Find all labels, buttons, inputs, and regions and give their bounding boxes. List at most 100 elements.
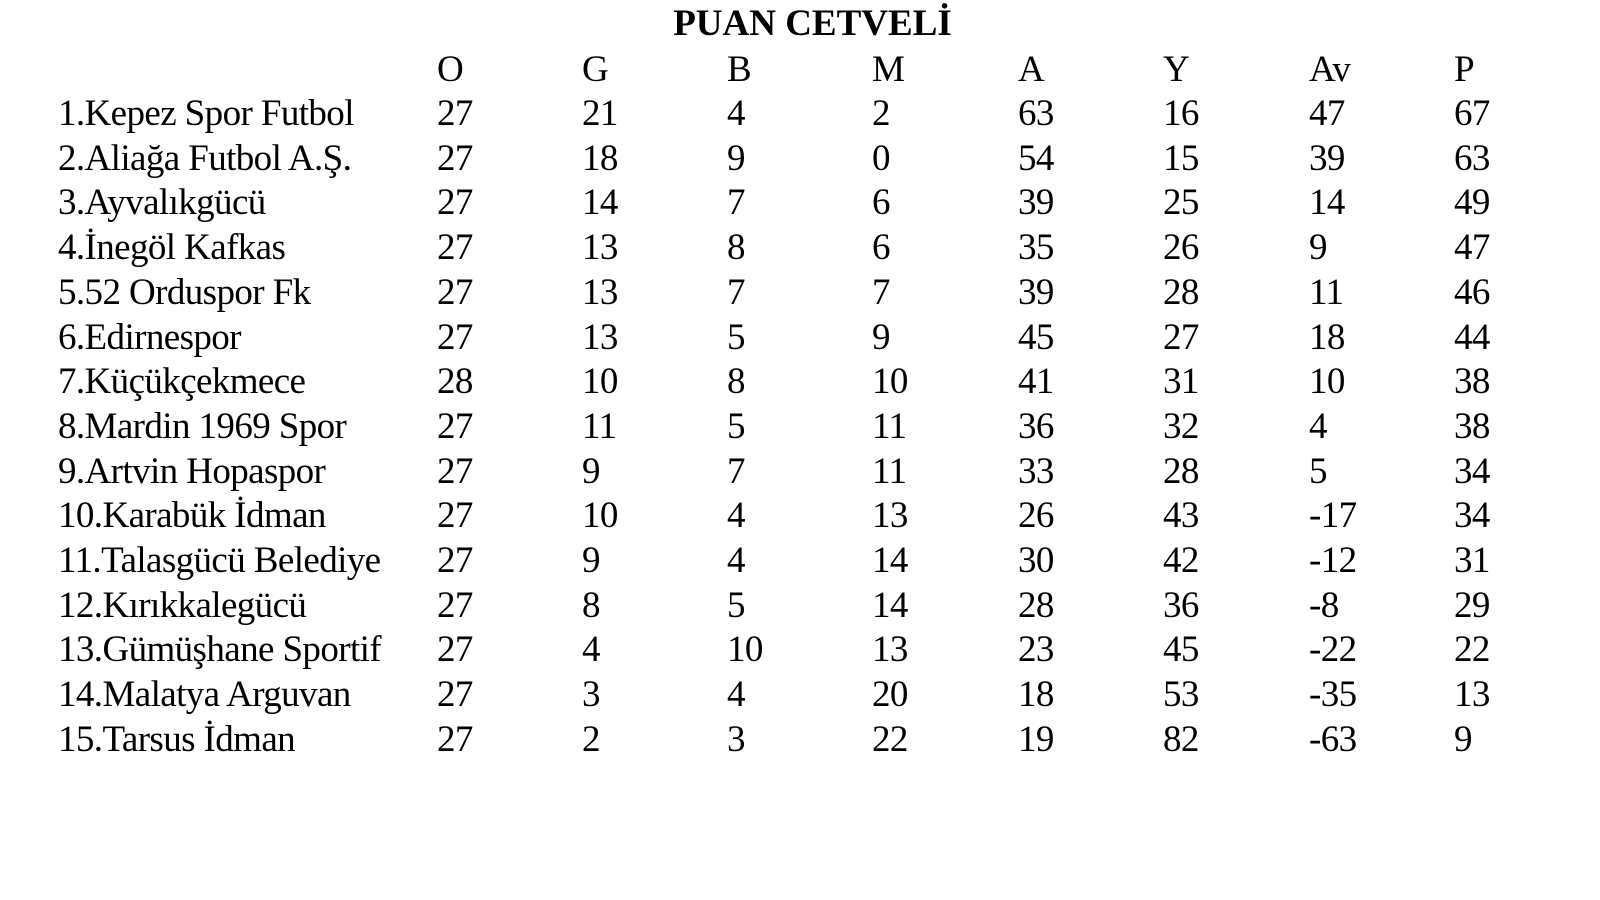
cell-m: 14: [872, 584, 908, 626]
team-name: 14.Malatya Arguvan: [58, 674, 351, 716]
column-header-y: Y: [1163, 49, 1190, 90]
cell-av: -8: [1309, 584, 1339, 626]
table-row: 5.52 Orduspor Fk 27 13 7 7 39 28 11 46: [0, 271, 1600, 315]
cell-o: 27: [437, 182, 473, 224]
cell-av: -17: [1309, 495, 1357, 537]
cell-m: 11: [872, 405, 907, 447]
cell-y: 31: [1163, 361, 1199, 403]
team-name: 5.52 Orduspor Fk: [58, 271, 311, 313]
cell-y: 36: [1163, 584, 1199, 626]
cell-m: 20: [872, 674, 908, 716]
column-header-m: M: [872, 49, 905, 90]
cell-y: 53: [1163, 674, 1199, 716]
cell-y: 28: [1163, 271, 1199, 313]
cell-p: 9: [1454, 718, 1473, 760]
team-name: 7.Küçükçekmece: [58, 361, 306, 403]
header-row: O G B M A Y Av P: [0, 48, 1600, 92]
cell-o: 27: [437, 227, 473, 269]
table-row: 6.Edirnespor 27 13 5 9 45 27 18 44: [0, 316, 1600, 360]
table-row: 11.Talasgücü Belediye 27 9 4 14 30 42 -12 31: [0, 539, 1600, 583]
cell-o: 27: [437, 271, 473, 313]
table-row: 7.Küçükçekmece 28 10 8 10 41 31 10 38: [0, 360, 1600, 404]
cell-p: 38: [1454, 405, 1490, 447]
cell-p: 49: [1454, 182, 1490, 224]
cell-y: 32: [1163, 405, 1199, 447]
team-name: 4.İnegöl Kafkas: [58, 227, 286, 269]
cell-m: 11: [872, 450, 907, 492]
column-header-b: B: [727, 49, 752, 90]
cell-b: 4: [727, 540, 746, 581]
cell-a: 39: [1018, 271, 1054, 313]
cell-b: 4: [727, 93, 746, 134]
team-name: 1.Kepez Spor Futbol: [58, 93, 354, 134]
cell-m: 9: [872, 316, 891, 358]
cell-av: 5: [1309, 450, 1328, 492]
cell-b: 4: [727, 495, 746, 537]
cell-o: 27: [437, 495, 473, 537]
cell-m: 13: [872, 629, 908, 671]
cell-av: -63: [1309, 718, 1357, 760]
cell-o: 27: [437, 450, 473, 492]
cell-av: 4: [1309, 405, 1328, 447]
cell-b: 5: [727, 584, 746, 626]
cell-g: 9: [582, 540, 601, 581]
cell-av: -35: [1309, 674, 1357, 716]
team-name: 10.Karabük İdman: [58, 495, 326, 537]
team-name: 2.Aliağa Futbol A.Ş.: [58, 137, 352, 179]
cell-a: 26: [1018, 495, 1054, 537]
cell-b: 8: [727, 227, 746, 269]
cell-m: 6: [872, 227, 891, 269]
cell-g: 10: [582, 495, 618, 537]
cell-o: 27: [437, 584, 473, 626]
cell-y: 43: [1163, 495, 1199, 537]
cell-a: 35: [1018, 227, 1054, 269]
cell-a: 18: [1018, 674, 1054, 716]
cell-av: 47: [1309, 93, 1345, 134]
cell-y: 42: [1163, 540, 1199, 581]
cell-p: 22: [1454, 629, 1490, 671]
table-row: 3.Ayvalıkgücü 27 14 7 6 39 25 14 49: [0, 181, 1600, 225]
cell-o: 27: [437, 718, 473, 760]
cell-p: 13: [1454, 674, 1490, 716]
cell-a: 30: [1018, 540, 1054, 581]
cell-p: 46: [1454, 271, 1490, 313]
cell-a: 45: [1018, 316, 1054, 358]
column-header-g: G: [582, 49, 609, 90]
cell-y: 82: [1163, 718, 1199, 760]
table-row: 1.Kepez Spor Futbol 27 21 4 2 63 16 47 67: [0, 92, 1600, 136]
cell-p: 34: [1454, 495, 1490, 537]
table-row: 9.Artvin Hopaspor 27 9 7 11 33 28 5 34: [0, 450, 1600, 494]
cell-g: 10: [582, 361, 618, 403]
cell-g: 8: [582, 584, 601, 626]
table-row: 10.Karabük İdman 27 10 4 13 26 43 -17 34: [0, 494, 1600, 538]
table-row: 8.Mardin 1969 Spor 27 11 5 11 36 32 4 38: [0, 405, 1600, 449]
team-name: 8.Mardin 1969 Spor: [58, 405, 347, 447]
cell-g: 11: [582, 405, 617, 447]
cell-a: 36: [1018, 405, 1054, 447]
cell-g: 13: [582, 316, 618, 358]
cell-g: 18: [582, 137, 618, 179]
cell-g: 13: [582, 227, 618, 269]
cell-y: 28: [1163, 450, 1199, 492]
cell-p: 34: [1454, 450, 1490, 492]
cell-a: 28: [1018, 584, 1054, 626]
cell-p: 67: [1454, 93, 1490, 134]
team-name: 6.Edirnespor: [58, 316, 242, 358]
cell-b: 7: [727, 182, 746, 224]
cell-m: 22: [872, 718, 908, 760]
cell-p: 63: [1454, 137, 1490, 179]
cell-o: 27: [437, 137, 473, 179]
cell-b: 5: [727, 405, 746, 447]
column-header-o: O: [437, 49, 464, 90]
cell-m: 7: [872, 271, 891, 313]
cell-p: 47: [1454, 227, 1490, 269]
table-row: 2.Aliağa Futbol A.Ş. 27 18 9 0 54 15 39 63: [0, 137, 1600, 181]
cell-o: 27: [437, 540, 473, 581]
cell-g: 9: [582, 450, 601, 492]
column-header-a: A: [1018, 49, 1045, 90]
cell-a: 23: [1018, 629, 1054, 671]
cell-p: 29: [1454, 584, 1490, 626]
cell-y: 25: [1163, 182, 1199, 224]
cell-o: 28: [437, 361, 473, 403]
cell-g: 3: [582, 674, 601, 716]
